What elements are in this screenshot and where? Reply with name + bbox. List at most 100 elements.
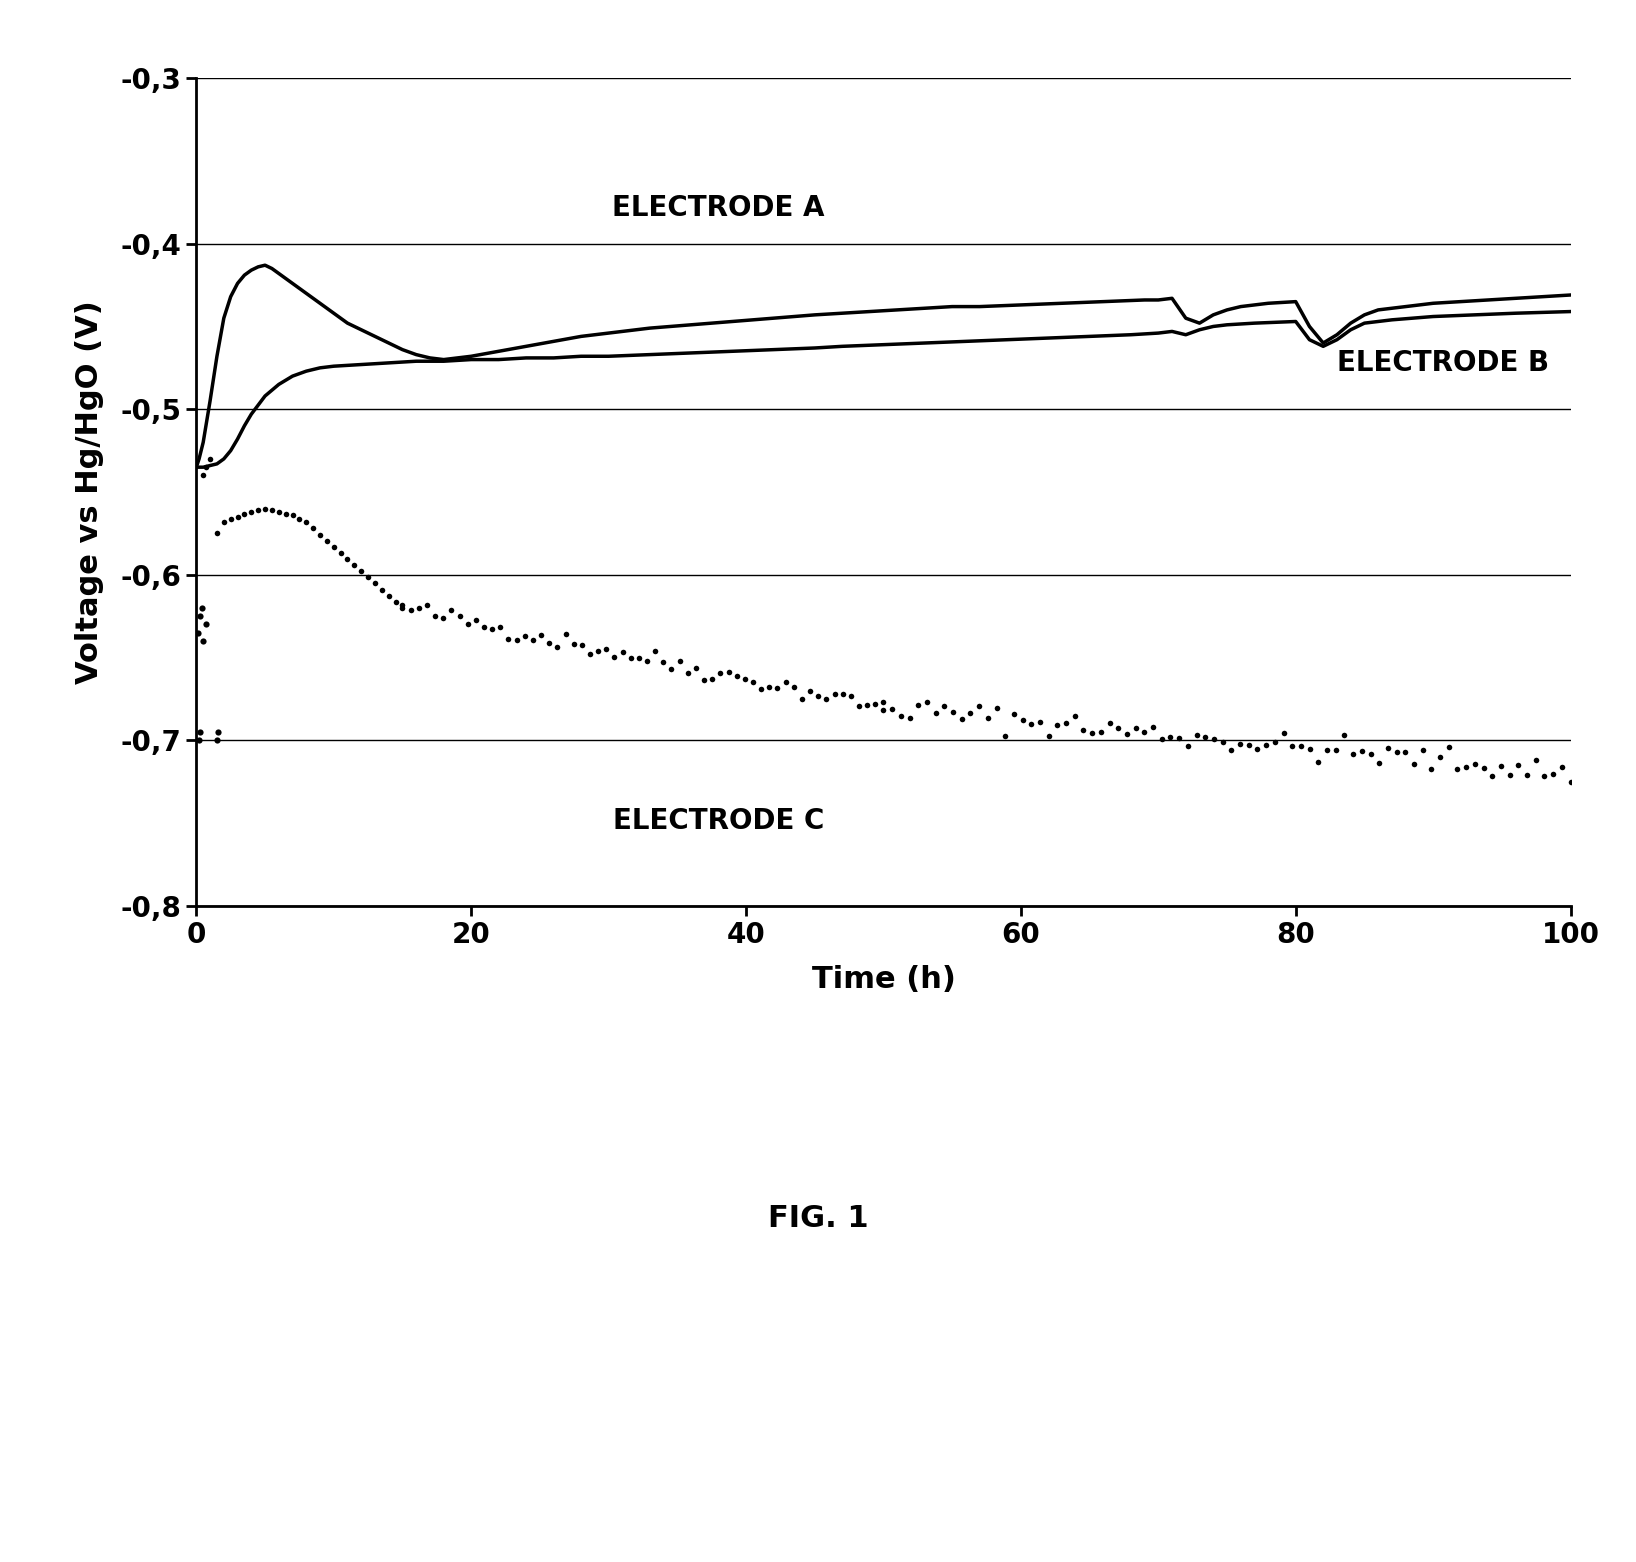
Point xyxy=(1235,733,1261,758)
Point xyxy=(190,628,216,653)
Point xyxy=(1539,761,1566,786)
Point xyxy=(1148,726,1175,751)
Point xyxy=(618,645,645,670)
Point xyxy=(797,678,823,703)
Point xyxy=(1479,764,1505,789)
Point xyxy=(187,728,213,753)
Point xyxy=(829,681,856,706)
Point xyxy=(931,694,957,719)
Point xyxy=(975,704,1001,729)
Point xyxy=(586,639,612,664)
Point xyxy=(1348,739,1374,764)
Point xyxy=(1557,769,1584,793)
Point xyxy=(594,637,620,662)
Point xyxy=(862,692,888,717)
Point xyxy=(1166,726,1193,751)
Point xyxy=(1340,742,1366,767)
Point xyxy=(273,501,299,526)
Point xyxy=(1088,719,1114,744)
Point xyxy=(1531,764,1557,789)
Point xyxy=(949,706,975,731)
Point xyxy=(231,501,257,526)
Point xyxy=(780,675,807,700)
Text: ELECTRODE B: ELECTRODE B xyxy=(1337,348,1549,376)
Point xyxy=(1471,756,1497,781)
Point xyxy=(342,553,368,578)
Point xyxy=(471,614,497,639)
Point xyxy=(923,700,949,725)
Point xyxy=(455,611,481,636)
Point xyxy=(280,503,306,528)
Point xyxy=(690,667,717,692)
Point xyxy=(1505,753,1531,778)
Point xyxy=(569,633,596,658)
Point xyxy=(504,628,530,653)
Point xyxy=(1009,708,1036,733)
Point xyxy=(414,594,440,619)
Point xyxy=(422,603,448,628)
Point xyxy=(1001,701,1027,726)
Point xyxy=(553,622,579,647)
Point xyxy=(190,462,216,487)
Point xyxy=(479,617,506,642)
Point xyxy=(707,661,733,686)
Point xyxy=(488,614,514,639)
Point xyxy=(789,687,815,712)
Point xyxy=(1201,726,1227,751)
Point xyxy=(756,675,782,700)
Point xyxy=(1219,737,1245,762)
Point xyxy=(239,500,265,525)
Point xyxy=(772,670,798,695)
Point xyxy=(252,497,278,522)
Y-axis label: Voltage vs Hg/HgO (V): Voltage vs Hg/HgO (V) xyxy=(75,300,105,684)
Point xyxy=(1036,723,1062,748)
Point xyxy=(578,642,604,667)
Point xyxy=(1245,736,1271,761)
Point xyxy=(245,498,272,523)
Point xyxy=(821,681,847,706)
Point xyxy=(1271,720,1297,745)
Point xyxy=(731,667,757,692)
Point xyxy=(1122,715,1148,740)
Point xyxy=(1018,711,1044,736)
Point xyxy=(1157,725,1183,750)
Point xyxy=(355,565,381,590)
Point xyxy=(764,675,790,700)
Point xyxy=(204,720,231,745)
Point xyxy=(376,583,402,608)
Point xyxy=(218,506,244,531)
Point xyxy=(430,604,456,629)
Point xyxy=(1044,712,1070,737)
Point xyxy=(1070,717,1096,742)
Point xyxy=(299,515,326,540)
Point xyxy=(965,694,991,719)
Point xyxy=(520,628,546,653)
Point xyxy=(383,589,409,614)
Point xyxy=(715,659,741,684)
Point xyxy=(196,447,222,472)
Point xyxy=(293,509,319,534)
Point xyxy=(1427,745,1453,770)
Point xyxy=(941,700,967,725)
Point xyxy=(368,576,394,601)
Point xyxy=(1366,750,1392,775)
Point xyxy=(188,603,214,628)
Point xyxy=(528,623,555,648)
Point xyxy=(1054,711,1080,736)
Point xyxy=(1410,737,1436,762)
Point xyxy=(1513,762,1539,787)
Point xyxy=(1193,725,1219,750)
Point xyxy=(1062,703,1088,728)
Point xyxy=(888,704,915,729)
Point xyxy=(658,656,684,681)
Point xyxy=(602,645,628,670)
Point xyxy=(348,559,375,584)
Point xyxy=(224,505,250,530)
Point xyxy=(813,686,839,711)
Point xyxy=(496,626,522,651)
Point xyxy=(1436,734,1463,759)
Point xyxy=(389,595,416,620)
Point xyxy=(641,639,667,664)
Point xyxy=(870,698,897,723)
Point xyxy=(805,683,831,708)
